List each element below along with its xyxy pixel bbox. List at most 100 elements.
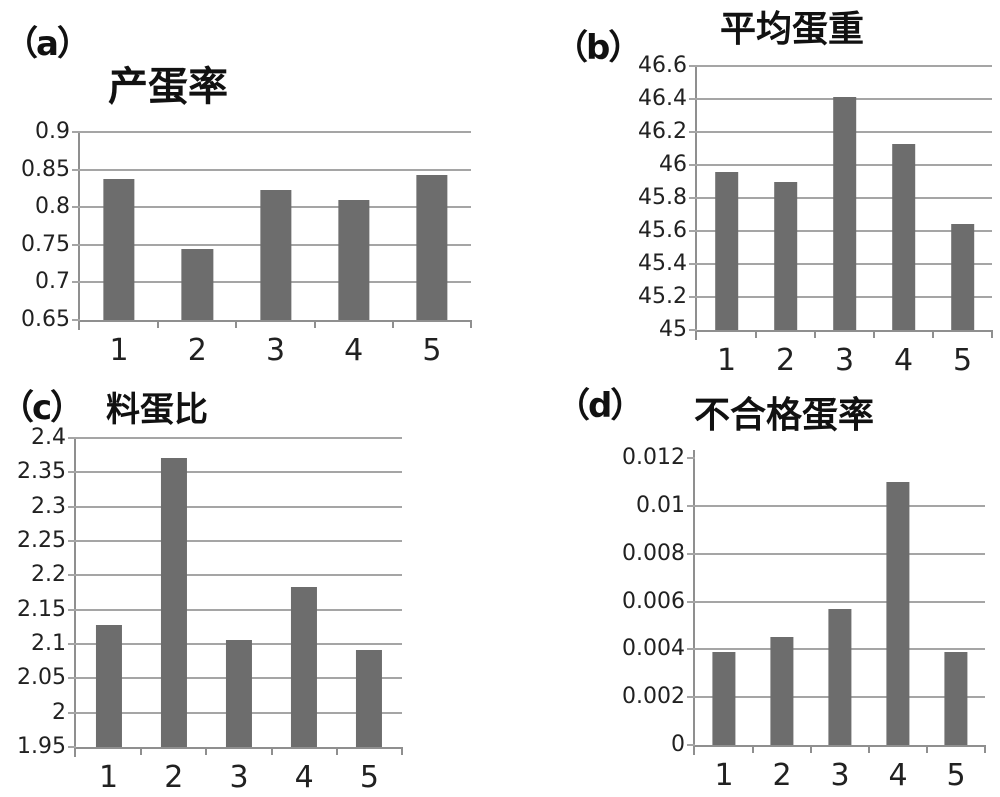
panel-label-d: （d） — [556, 386, 644, 426]
y-axis-tick-label: 2.15 — [17, 596, 66, 622]
x-axis-tick-label: 3 — [265, 333, 286, 368]
bar-category-1 — [714, 171, 739, 330]
y-axis-tick-mark — [68, 711, 76, 714]
gridline — [76, 608, 402, 611]
x-axis-tick-label: 1 — [716, 343, 737, 378]
y-axis-tick-mark — [72, 206, 80, 209]
y-axis-tick-mark — [68, 505, 76, 508]
y-axis-tick-label: 2.2 — [31, 562, 66, 588]
y-axis-tick-mark — [687, 696, 695, 699]
gridline — [695, 552, 985, 555]
x-axis-tick-label: 4 — [888, 758, 908, 793]
y-axis-tick-label: 45 — [659, 317, 687, 342]
x-axis-tick-mark — [470, 320, 472, 328]
y-axis-tick-mark — [689, 197, 697, 199]
y-axis-tick-mark — [68, 746, 76, 748]
y-axis-tick-mark — [72, 168, 80, 171]
y-axis-tick-label: 0.85 — [21, 156, 70, 182]
x-axis-tick-label: 3 — [229, 760, 249, 795]
plot-area-d: 0.012 0.01 0.008 0.006 0.004 0.002 0 1 2 3 4 5 — [622, 447, 986, 791]
bar-category-3 — [832, 97, 857, 330]
y-axis-top-stub — [693, 450, 695, 458]
y-axis-tick-mark — [689, 65, 697, 67]
y-axis-tick-label: 2.05 — [17, 665, 66, 691]
y-axis-tick-label: 2.35 — [17, 459, 66, 485]
y-axis-tick-label: 0.75 — [21, 231, 70, 257]
y-axis-tick-mark — [687, 552, 695, 555]
x-axis-tick-label: 3 — [834, 343, 855, 378]
y-axis-tick-mark — [689, 263, 697, 265]
y-axis-tick-mark — [68, 643, 76, 646]
bar-category-4 — [891, 143, 916, 330]
x-axis-tick-mark — [984, 745, 986, 753]
y-axis-tick-mark — [72, 319, 80, 321]
y-axis-tick-mark — [689, 296, 697, 298]
bar-category-5 — [950, 224, 975, 330]
y-axis-tick-label: 0.01 — [636, 492, 685, 518]
y-axis-tick-mark — [689, 329, 697, 331]
y-axis-tick-label: 45.4 — [638, 251, 687, 276]
gridline — [695, 600, 985, 603]
x-axis-tick-label: 5 — [422, 333, 442, 368]
bar-category-2 — [160, 457, 187, 747]
y-axis-tick-label: 0 — [671, 732, 685, 757]
y-axis-tick-mark — [68, 471, 76, 474]
y-axis-tick-mark — [689, 131, 697, 133]
x-axis-tick-mark — [932, 330, 934, 338]
panel-label-b: （b） — [554, 28, 642, 68]
y-axis-tick-mark — [68, 437, 76, 439]
y-axis-tick-mark — [689, 230, 697, 232]
chart-title-unqualified-egg-rate: 不合格蛋率 — [694, 395, 875, 436]
y-axis-tick-label: 2.3 — [31, 493, 66, 519]
y-axis-tick-mark — [72, 131, 80, 133]
x-axis-tick-label: 4 — [893, 343, 914, 378]
x-axis-tick-label: 3 — [830, 758, 850, 793]
plot-area-b: 46.6 46.4 46.2 46 45.8 45.6 45.4 45.2 45 1 2 3 4 5 — [638, 55, 993, 376]
bar-category-4 — [291, 587, 318, 747]
y-axis-tick-label: 0.008 — [622, 540, 685, 566]
x-axis-tick-label: 4 — [344, 333, 364, 368]
y-axis-tick-label: 0.65 — [21, 307, 70, 332]
x-axis-tick-mark — [814, 330, 816, 338]
x-axis-tick-label: 2 — [187, 333, 207, 368]
y-axis-tick-label: 46 — [659, 152, 687, 177]
x-axis-tick-mark — [140, 747, 143, 755]
bar-category-2 — [770, 637, 794, 745]
x-axis-tick-mark — [270, 747, 273, 755]
chart-title-egg-production-rate: 产蛋率 — [108, 64, 228, 110]
panel-label-a: （a） — [4, 24, 91, 64]
gridline — [80, 131, 471, 133]
x-axis-tick-label: 5 — [359, 760, 379, 795]
gridline — [695, 504, 985, 507]
gridline — [76, 437, 402, 439]
gridline — [76, 471, 402, 474]
x-axis-tick-label: 4 — [294, 760, 314, 795]
bar-category-1 — [103, 178, 135, 320]
bar-category-2 — [773, 181, 798, 330]
y-axis-tick-label: 0.7 — [35, 269, 70, 295]
y-axis-tick-mark — [689, 164, 697, 166]
y-axis-tick-label: 46.4 — [638, 86, 687, 111]
bar-category-5 — [416, 174, 448, 320]
y-axis-tick-mark — [68, 540, 76, 542]
x-axis-tick-label: 2 — [775, 343, 796, 378]
x-axis-tick-mark — [401, 747, 403, 755]
y-axis-tick-label: 1.95 — [17, 734, 66, 759]
y-axis-tick-mark — [687, 648, 695, 651]
bar-category-4 — [886, 481, 910, 745]
bar-category-1 — [95, 624, 122, 747]
x-axis-tick-label: 1 — [99, 760, 119, 795]
y-axis-tick-label: 45.8 — [638, 185, 687, 210]
y-axis-tick-mark — [687, 504, 695, 507]
gridline — [76, 540, 402, 542]
y-axis-tick-label: 46.2 — [638, 119, 687, 144]
y-axis-tick-label: 0.004 — [622, 636, 685, 662]
y-axis-tick-mark — [68, 574, 76, 577]
x-axis-tick-mark — [926, 745, 928, 753]
y-axis-tick-mark — [72, 281, 80, 284]
x-axis-tick-mark — [391, 320, 394, 328]
